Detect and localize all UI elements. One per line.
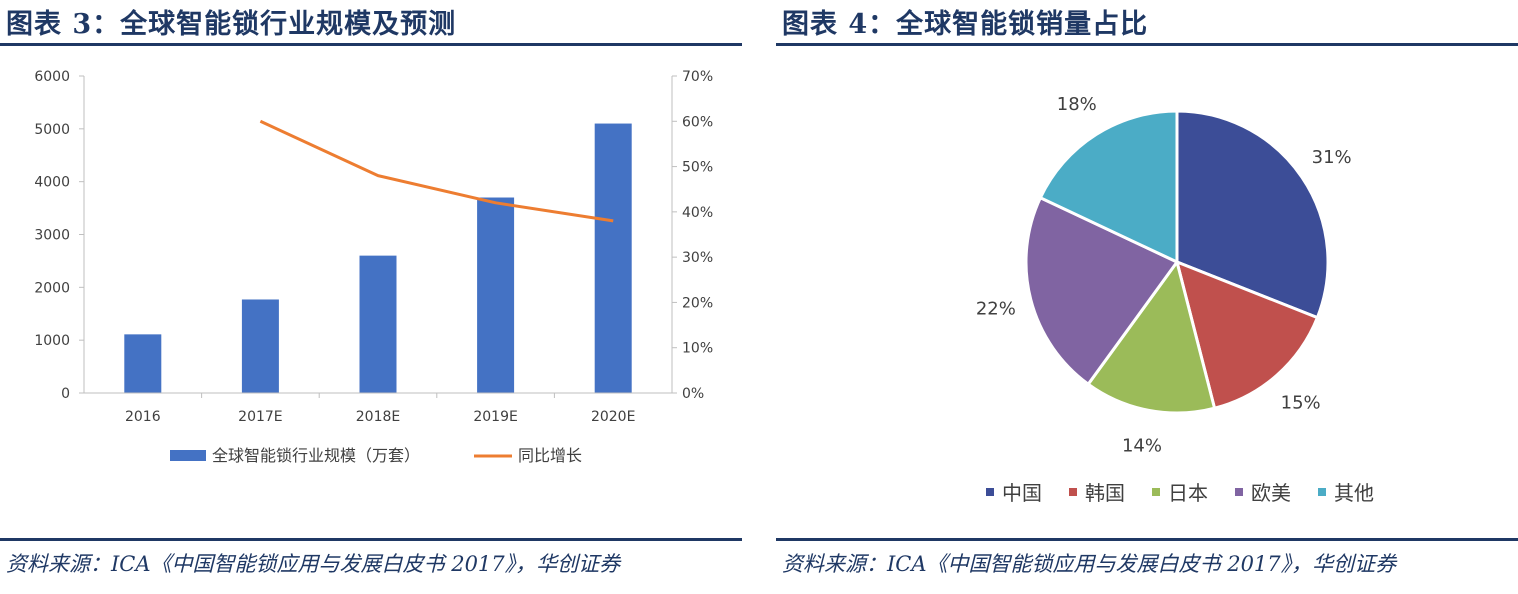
y-tick-label-right: 50% [682,160,713,176]
y-tick-label-right: 10% [682,341,713,357]
legend-swatch [1152,488,1160,496]
source-rule [0,538,742,541]
x-tick-label: 2020E [591,409,635,425]
y-tick-label-left: 5000 [34,122,70,138]
growth-line [259,119,614,223]
pie-data-label: 18% [1057,94,1097,115]
right-figure-panel: 图表 4：全球智能锁销量占比 31% 15% 14% 22% 18% 中国 韩国 日本 欧美 其他… [776,0,1518,594]
legend-label-line: 同比增长 [518,446,582,465]
legend-label: 日本 [1168,481,1208,505]
x-tick-label: 2017E [238,409,282,425]
y-tick-label-left: 2000 [34,280,70,296]
x-tick-label: 2019E [473,409,517,425]
title-rule [0,43,742,46]
y-tick-label-right: 20% [682,295,713,311]
bar-2019E [477,197,515,393]
pie-slice-中国 [1175,109,1330,320]
y-tick-label-left: 0 [61,386,70,402]
figure-title: 图表 4：全球智能锁销量占比 [782,9,1149,40]
legend-swatch-bar [170,450,206,461]
left-figure-panel: 图表 3：全球智能锁行业规模及预测 0 1000 2000 3000 4000 5000 6… [0,0,742,594]
source-note: 资料来源：ICA《中国智能锁应用与发展白皮书 2017》，华创证券 [782,552,1397,576]
legend-label: 中国 [1002,481,1042,505]
y-tick-label-right: 40% [682,205,713,221]
y-tick-label-left: 3000 [34,228,70,244]
pie-data-label: 31% [1312,147,1352,168]
legend-swatch [1318,488,1326,496]
y-tick-label-left: 4000 [34,175,70,191]
legend-label: 韩国 [1085,481,1125,505]
bar-2020E [594,123,632,394]
pie-slice-韩国 [1174,259,1320,411]
legend-swatch [1069,488,1077,496]
legend-swatch [1235,488,1243,496]
legend-label: 其他 [1334,481,1374,505]
bar-2016 [124,334,162,393]
y-tick-label-left: 1000 [34,333,70,349]
y-tick-label-right: 0% [682,386,704,402]
legend-swatch [986,488,994,496]
pie-data-label: 14% [1122,436,1162,457]
y-tick-label-right: 60% [682,114,713,130]
y-tick-label-right: 70% [682,69,713,85]
pie-slice-日本 [1086,258,1217,415]
y-tick-label-right: 30% [682,250,713,266]
figure-title: 图表 3：全球智能锁行业规模及预测 [6,9,457,40]
bar-line-chart: 0 1000 2000 3000 4000 5000 6000 0% 10% 20% 30% 40% 5… [34,69,713,465]
x-tick-label: 2018E [356,409,400,425]
pie-data-label: 22% [976,299,1016,320]
x-tick-label: 2016 [125,409,161,425]
legend-label: 欧美 [1251,481,1291,505]
y-tick-label-left: 6000 [34,69,70,85]
pie-data-label: 15% [1281,392,1321,413]
pie-chart: 31% 15% 14% 22% 18% 中国 韩国 日本 欧美 其他 [976,94,1374,505]
bar-2018E [359,255,397,393]
source-rule [776,538,1518,541]
source-note: 资料来源：ICA《中国智能锁应用与发展白皮书 2017》，华创证券 [6,552,621,576]
bar-2017E [241,299,279,393]
pie-slice-其他 [1038,109,1179,265]
legend-label-bar: 全球智能锁行业规模（万套） [212,446,420,465]
title-rule [776,43,1518,46]
